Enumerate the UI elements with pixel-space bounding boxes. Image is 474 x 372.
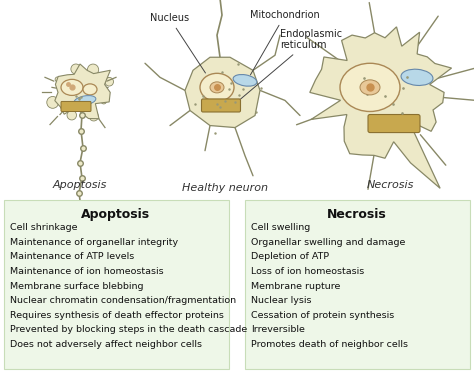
FancyBboxPatch shape	[201, 99, 240, 112]
Polygon shape	[310, 27, 452, 188]
Polygon shape	[55, 64, 110, 119]
Circle shape	[101, 98, 107, 104]
Text: Mitochondrion: Mitochondrion	[250, 10, 320, 75]
Ellipse shape	[233, 74, 257, 86]
Text: Nuclear chromatin condensation/fragmentation: Nuclear chromatin condensation/fragmenta…	[10, 296, 236, 305]
Text: Necrosis: Necrosis	[327, 208, 387, 221]
Ellipse shape	[360, 80, 380, 95]
Circle shape	[55, 77, 60, 82]
Ellipse shape	[200, 73, 234, 102]
Circle shape	[87, 64, 99, 76]
Text: Apoptosis: Apoptosis	[82, 208, 151, 221]
Text: Membrane rupture: Membrane rupture	[251, 282, 340, 291]
Text: Healthy neuron: Healthy neuron	[182, 183, 268, 193]
Text: Nuclear lysis: Nuclear lysis	[251, 296, 311, 305]
Ellipse shape	[61, 79, 83, 95]
FancyBboxPatch shape	[61, 102, 91, 112]
Text: Apoptosis: Apoptosis	[53, 180, 107, 190]
Circle shape	[89, 112, 99, 121]
Text: Promotes death of neighbor cells: Promotes death of neighbor cells	[251, 340, 408, 349]
FancyBboxPatch shape	[368, 115, 420, 132]
Circle shape	[105, 77, 113, 86]
Ellipse shape	[401, 69, 433, 86]
Circle shape	[47, 96, 59, 108]
Circle shape	[67, 110, 76, 120]
Text: Organellar swelling and damage: Organellar swelling and damage	[251, 238, 405, 247]
Text: Cell shrinkage: Cell shrinkage	[10, 223, 78, 232]
Text: Irreversible: Irreversible	[251, 325, 305, 334]
Text: Endoplasmic
reticulum: Endoplasmic reticulum	[235, 29, 342, 104]
Ellipse shape	[74, 96, 96, 105]
Text: Prevented by blocking steps in the death cascade: Prevented by blocking steps in the death…	[10, 325, 247, 334]
Text: Maintenance of organellar integrity: Maintenance of organellar integrity	[10, 238, 178, 247]
Text: Nucleus: Nucleus	[150, 13, 205, 73]
Ellipse shape	[83, 84, 97, 95]
Ellipse shape	[340, 63, 400, 112]
FancyBboxPatch shape	[4, 200, 229, 369]
FancyBboxPatch shape	[245, 200, 470, 369]
Text: Requires synthesis of death effector proteins: Requires synthesis of death effector pro…	[10, 311, 224, 320]
Circle shape	[71, 64, 81, 74]
Text: Cessation of protein synthesis: Cessation of protein synthesis	[251, 311, 394, 320]
Text: Necrosis: Necrosis	[366, 180, 414, 190]
Text: Cell swelling: Cell swelling	[251, 223, 310, 232]
Text: Loss of ion homeostasis: Loss of ion homeostasis	[251, 267, 364, 276]
Text: Maintenance of ion homeostasis: Maintenance of ion homeostasis	[10, 267, 164, 276]
Text: Membrane surface blebbing: Membrane surface blebbing	[10, 282, 144, 291]
Text: Depletion of ATP: Depletion of ATP	[251, 253, 329, 262]
Text: Does not adversely affect neighbor cells: Does not adversely affect neighbor cells	[10, 340, 202, 349]
Ellipse shape	[210, 82, 224, 93]
Text: Maintenance of ATP levels: Maintenance of ATP levels	[10, 253, 134, 262]
Polygon shape	[185, 57, 260, 128]
